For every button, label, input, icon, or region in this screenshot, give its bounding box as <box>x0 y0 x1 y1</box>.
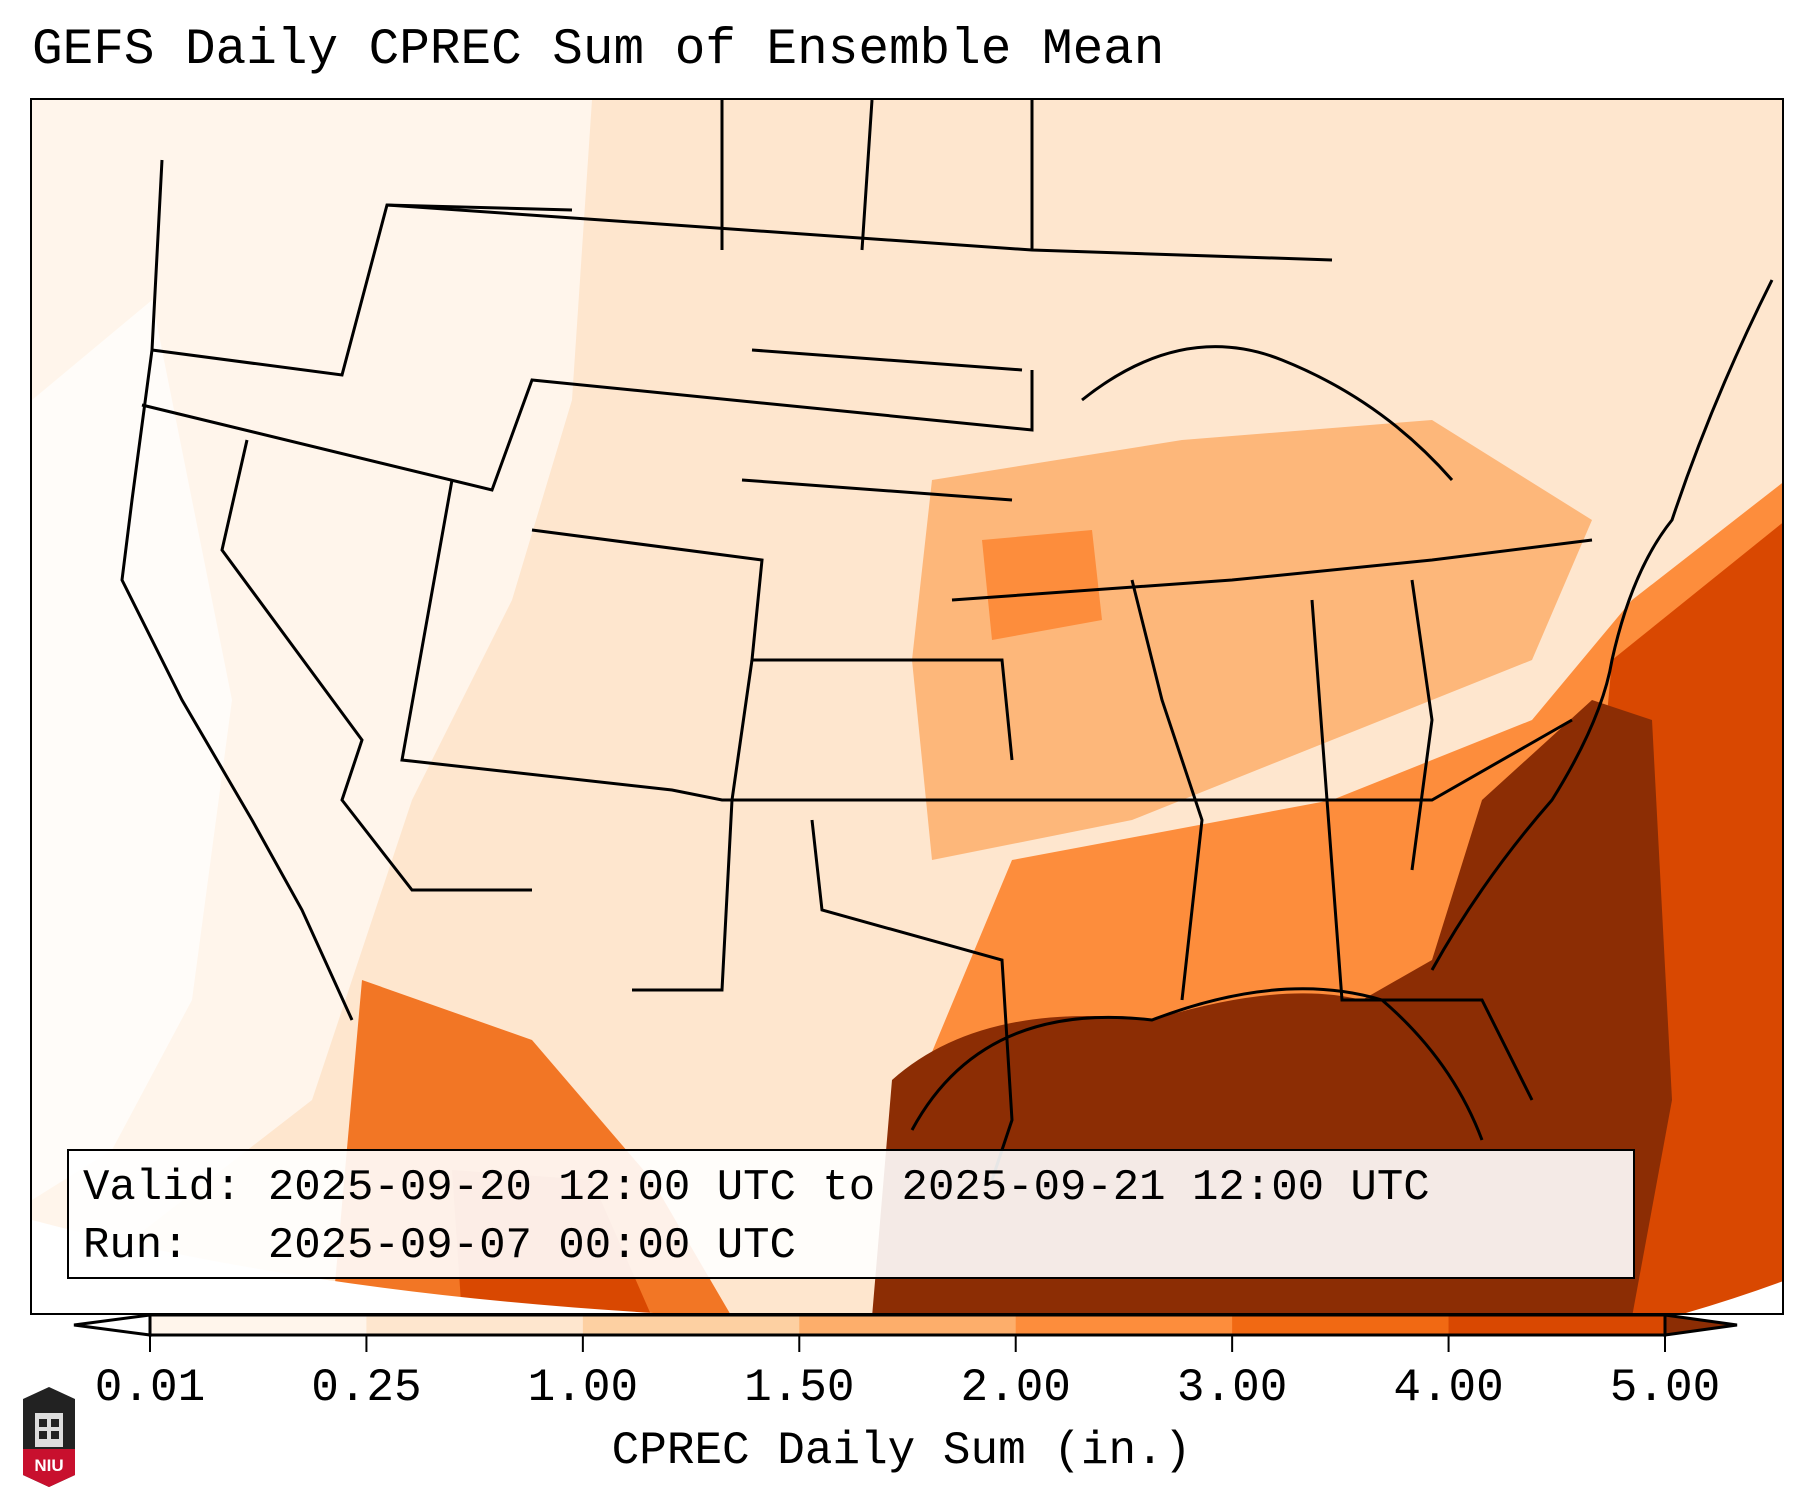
run-label: Run: <box>83 1221 189 1271</box>
colorbar <box>73 1313 1738 1352</box>
colorbar-swatch <box>1448 1315 1666 1335</box>
validity-info-box: Valid: 2025-09-20 12:00 UTC to 2025-09-2… <box>67 1149 1635 1279</box>
colorbar-tick-label: 0.01 <box>94 1362 206 1414</box>
coastline <box>910 279 1774 1141</box>
colorbar-swatch <box>582 1315 800 1335</box>
colorbar-tick-label: 3.00 <box>1176 1362 1288 1414</box>
colorbar-swatch <box>150 1315 367 1335</box>
colorbar-tick-label: 2.00 <box>960 1362 1071 1414</box>
colorbar-under-extension <box>73 1313 152 1337</box>
colorbar-swatch <box>366 1315 584 1335</box>
valid-label: Valid: <box>83 1163 242 1213</box>
colorbar-swatch <box>1015 1315 1233 1335</box>
colorbar-tick-label: 1.50 <box>744 1362 855 1414</box>
moderate-region-midwest <box>912 420 1592 860</box>
valid-time-range: 2025-09-20 12:00 UTC to 2025-09-21 12:00… <box>267 1163 1430 1213</box>
map-title: GEFS Daily CPREC Sum of Ensemble Mean <box>32 22 1165 79</box>
precipitation-map <box>30 98 1784 1315</box>
run-time: 2025-09-07 00:00 UTC <box>267 1221 796 1271</box>
projection-edge <box>32 1220 654 1313</box>
colorbar-swatch <box>1232 1315 1450 1335</box>
colorbar-tick-label: 0.25 <box>311 1362 422 1414</box>
niu-logo: NIU <box>23 1387 75 1487</box>
colorbar-tick-label: 4.00 <box>1393 1362 1504 1414</box>
heavy-region-iowa <box>982 530 1102 640</box>
svg-text:NIU: NIU <box>34 1456 63 1475</box>
colorbar-over-extension <box>1663 1313 1738 1337</box>
colorbar-label: CPREC Daily Sum (in.) <box>611 1425 1192 1477</box>
colorbar-tick-label: 5.00 <box>1609 1362 1721 1414</box>
colorbar-tick-label: 1.00 <box>527 1362 639 1414</box>
state-borders <box>120 100 1593 1181</box>
dry-region-pacific <box>32 300 232 1200</box>
colorbar-swatch <box>799 1315 1017 1335</box>
